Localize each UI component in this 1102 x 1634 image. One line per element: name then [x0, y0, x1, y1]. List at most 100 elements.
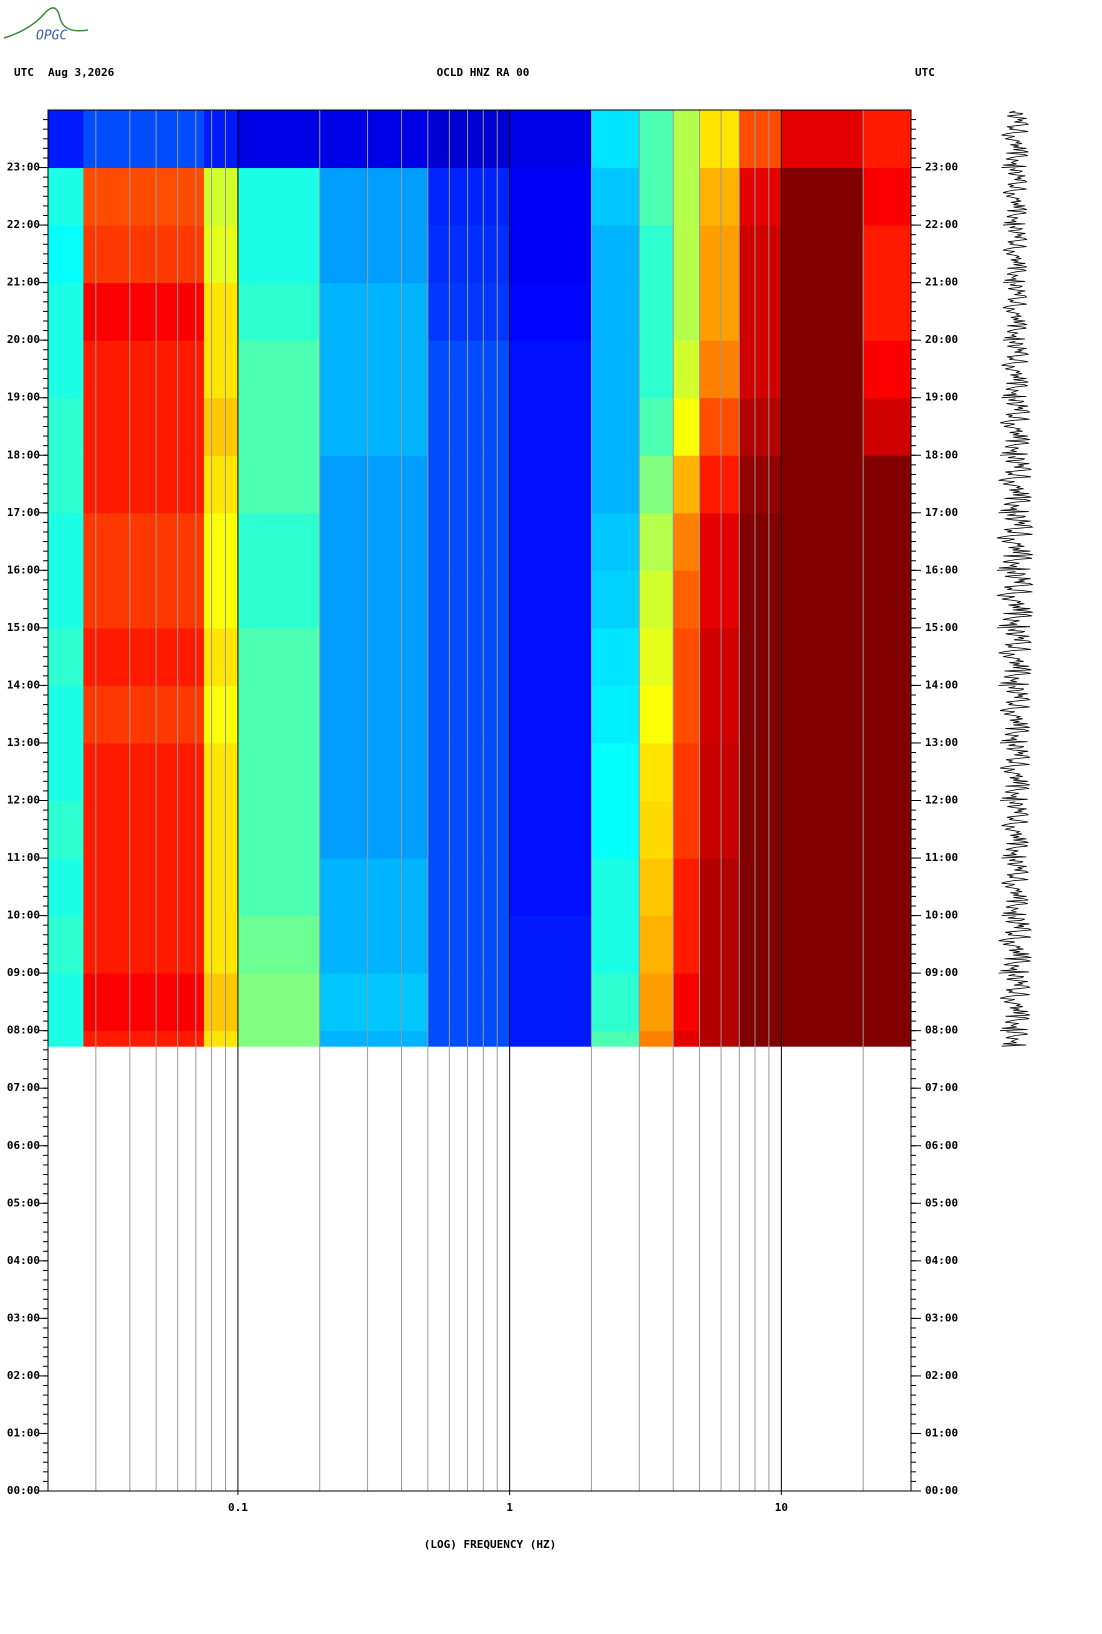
spectrogram-cell — [863, 225, 912, 284]
spectrogram-cell — [639, 167, 674, 226]
y-tick-label: 02:00 — [7, 1369, 40, 1382]
trace — [1001, 801, 1030, 859]
spectrogram-cell — [699, 1030, 740, 1047]
spectrogram-cell — [739, 1030, 782, 1047]
y-tick-label: 11:00 — [925, 851, 958, 864]
spectrogram-cell — [739, 858, 782, 917]
spectrogram-cell — [591, 570, 640, 629]
trace — [1001, 110, 1030, 168]
y-tick-label: 02:00 — [925, 1369, 958, 1382]
y-tick-label: 20:00 — [925, 333, 958, 346]
spectrogram-cell — [739, 455, 782, 514]
trace — [998, 455, 1033, 514]
spectrogram-cell — [673, 225, 701, 284]
spectrogram-cell — [203, 800, 239, 859]
spectrogram-cell — [591, 225, 640, 284]
spectrogram-cell — [591, 627, 640, 686]
spectrogram-cell — [739, 570, 782, 629]
spectrogram-cell — [203, 858, 239, 917]
spectrogram-cell — [673, 110, 701, 169]
spectrogram-cell — [83, 167, 205, 226]
spectrogram-cell — [427, 858, 511, 917]
trace — [1002, 283, 1028, 341]
trace — [1001, 340, 1030, 399]
y-tick-label: 19:00 — [925, 391, 958, 404]
spectrogram-cell — [319, 167, 429, 226]
y-tick-label: 12:00 — [925, 794, 958, 807]
spectrogram-cell — [781, 512, 864, 571]
spectrogram-cell — [639, 225, 674, 284]
spectrogram-cell — [739, 225, 782, 284]
spectrogram-cell — [427, 570, 511, 629]
spectrogram-cell — [639, 110, 674, 169]
spectrogram-cell — [48, 455, 84, 514]
spectrogram-cell — [237, 225, 321, 284]
spectrogram-cell — [83, 340, 205, 399]
y-tick-label: 20:00 — [7, 333, 40, 346]
spectrogram-cell — [591, 282, 640, 341]
y-tick-label: 00:00 — [7, 1484, 40, 1497]
spectrogram-cell — [673, 800, 701, 859]
spectrogram-cell — [237, 685, 321, 744]
x-tick-label: 0.1 — [228, 1501, 248, 1514]
spectrogram-cell — [509, 110, 592, 169]
spectrogram-cell — [319, 858, 429, 917]
spectrogram-cell — [319, 973, 429, 1032]
y-tick-label: 18:00 — [925, 448, 958, 461]
spectrogram-cell — [673, 570, 701, 629]
spectrogram-cell — [699, 915, 740, 974]
spectrogram-cell — [203, 570, 239, 629]
spectrogram-cell — [48, 282, 84, 341]
y-tick-label: 09:00 — [925, 966, 958, 979]
y-tick-label: 06:00 — [7, 1139, 40, 1152]
spectrogram-cell — [427, 110, 511, 169]
trace — [999, 686, 1031, 744]
spectrogram-cell — [673, 858, 701, 917]
y-tick-label: 22:00 — [925, 218, 958, 231]
trace — [996, 571, 1034, 629]
spectrogram-cell — [48, 225, 84, 284]
y-tick-label: 22:00 — [7, 218, 40, 231]
spectrogram-cell — [781, 1030, 864, 1047]
spectrogram-cell — [237, 858, 321, 917]
spectrogram-cell — [673, 455, 701, 514]
y-tick-label: 10:00 — [925, 909, 958, 922]
spectrogram-cell — [639, 742, 674, 801]
spectrogram-cell — [673, 915, 701, 974]
spectrogram-cell — [319, 512, 429, 571]
spectrogram-cell — [48, 973, 84, 1032]
spectrogram-cell — [781, 973, 864, 1032]
spectrogram-cell — [427, 397, 511, 456]
spectrogram-cell — [781, 167, 864, 226]
spectrogram-cell — [863, 570, 912, 629]
spectrogram-cell — [863, 110, 912, 169]
spectrogram-cell — [237, 973, 321, 1032]
y-tick-label: 01:00 — [7, 1426, 40, 1439]
spectrogram-cell — [83, 915, 205, 974]
spectrogram-cell — [781, 110, 864, 169]
spectrogram-cell — [48, 512, 84, 571]
spectrogram-cell — [509, 282, 592, 341]
y-tick-label: 18:00 — [7, 448, 40, 461]
spectrogram-cell — [83, 282, 205, 341]
spectrogram-cell — [427, 915, 511, 974]
spectrogram-cell — [739, 282, 782, 341]
spectrogram-cell — [203, 167, 239, 226]
spectrogram-cell — [203, 1030, 239, 1047]
spectrogram-cell — [591, 397, 640, 456]
trace — [998, 916, 1033, 974]
spectrogram-cell — [699, 282, 740, 341]
spectrogram-cell — [319, 915, 429, 974]
spectrogram-cell — [673, 685, 701, 744]
y-tick-label: 21:00 — [925, 276, 958, 289]
spectrogram-cell — [83, 858, 205, 917]
spectrogram-cell — [639, 397, 674, 456]
spectrogram-cell — [319, 340, 429, 399]
spectrogram-cell — [699, 685, 740, 744]
trace — [999, 973, 1031, 1032]
spectrogram-cell — [319, 685, 429, 744]
spectrogram-cell — [509, 627, 592, 686]
y-tick-label: 16:00 — [7, 563, 40, 576]
spectrogram-cell — [863, 282, 912, 341]
spectrogram-cell — [427, 282, 511, 341]
